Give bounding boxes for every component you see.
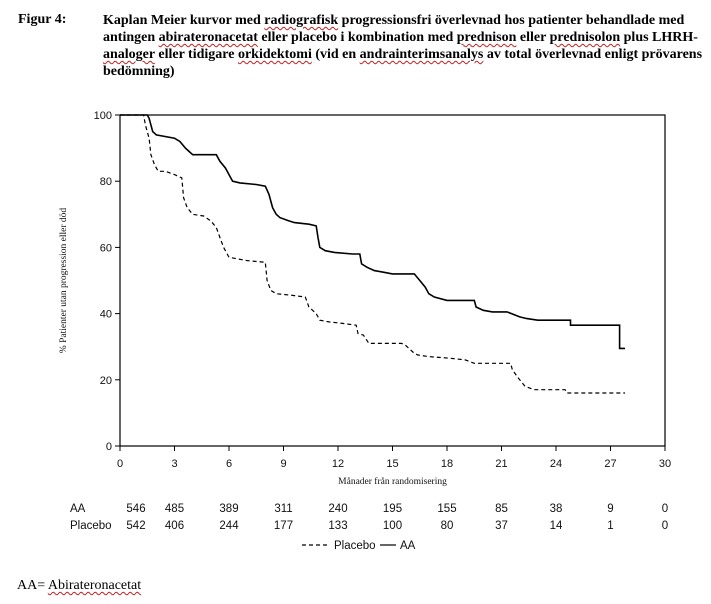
title-flagged-word: abirateronacetat	[158, 30, 258, 45]
x-tick-label: 3	[171, 458, 177, 470]
footnote: AA= Abirateronacetat	[17, 578, 141, 594]
x-tick-label: 12	[332, 458, 344, 470]
x-tick-label: 6	[226, 458, 232, 470]
risk-count: 195	[383, 503, 402, 515]
x-tick-label: 18	[441, 458, 453, 470]
risk-count: 406	[165, 520, 184, 532]
risk-count: 244	[219, 520, 239, 532]
footnote-prefix: AA=	[17, 578, 48, 593]
title-flagged-word: andrainterimsanalys	[359, 47, 484, 62]
title-text: eller placebo i kombination med	[257, 30, 457, 45]
title-flagged-word: orkidektomi	[237, 47, 312, 62]
title-text: eller	[516, 30, 550, 45]
risk-row-label-placebo: Placebo	[70, 520, 112, 532]
x-tick-label: 27	[604, 458, 616, 470]
x-tick-label: 30	[659, 458, 671, 470]
x-tick-label: 9	[280, 458, 286, 470]
title-text: Kaplan Meier kurvor med	[103, 13, 265, 28]
y-tick-label: 0	[106, 441, 112, 453]
y-tick-label: 20	[100, 375, 112, 387]
risk-row-label-aa: AA	[70, 503, 86, 515]
risk-count: 38	[550, 503, 563, 515]
title-flagged-word: prednison	[456, 30, 517, 45]
title-text: eller tidigare	[154, 47, 238, 62]
y-tick-label: 60	[100, 242, 112, 254]
risk-count: 133	[328, 520, 347, 532]
y-tick-label: 100	[94, 110, 112, 122]
title-text: (vid en	[311, 47, 360, 62]
risk-count: 485	[165, 503, 184, 515]
risk-count: 389	[219, 503, 238, 515]
risk-count: 37	[495, 520, 508, 532]
x-tick-label: 15	[386, 458, 398, 470]
x-tick-label: 0	[117, 458, 123, 470]
risk-count: 177	[274, 520, 293, 532]
risk-count: 542	[126, 520, 145, 532]
y-tick-label: 80	[100, 176, 112, 188]
risk-count: 100	[383, 520, 402, 532]
risk-count: 240	[328, 503, 347, 515]
risk-count: 1	[607, 520, 613, 532]
title-text: progressionsfri överlevnad hos patienter…	[103, 13, 685, 45]
footnote-term: Abirateronacetat	[47, 578, 142, 593]
risk-count: 0	[662, 520, 668, 532]
legend-label-aa: AA	[400, 540, 416, 552]
title-text: plus LHRH-	[620, 30, 698, 45]
title-flagged-word: radiografisk	[264, 13, 339, 28]
series-line-aa	[120, 114, 625, 350]
title-text: av total överlevnad enligt prövarens bed…	[103, 47, 703, 79]
legend-label-placebo: Placebo	[334, 540, 376, 552]
risk-count: 80	[441, 520, 454, 532]
risk-count: 546	[126, 503, 145, 515]
risk-count: 311	[274, 503, 292, 515]
risk-count: 0	[662, 503, 668, 515]
figure-label: Figur 4:	[18, 12, 67, 27]
risk-count: 85	[495, 503, 508, 515]
y-axis-label: % Patienter utan progression eller död	[59, 208, 69, 354]
x-tick-label: 24	[550, 458, 562, 470]
title-flagged-word: prednisolon	[549, 30, 621, 45]
x-axis-label: Månader från randomisering	[338, 476, 447, 487]
series-line-placebo	[120, 114, 625, 394]
y-tick-label: 40	[100, 309, 112, 321]
plot-frame	[119, 114, 666, 447]
risk-count: 155	[437, 503, 456, 515]
x-tick-label: 21	[495, 458, 507, 470]
risk-count: 9	[607, 503, 613, 515]
risk-count: 14	[550, 520, 563, 532]
title-flagged-word: analoger	[103, 47, 155, 62]
figure-title: Kaplan Meier kurvor med radiografisk pro…	[103, 12, 703, 80]
